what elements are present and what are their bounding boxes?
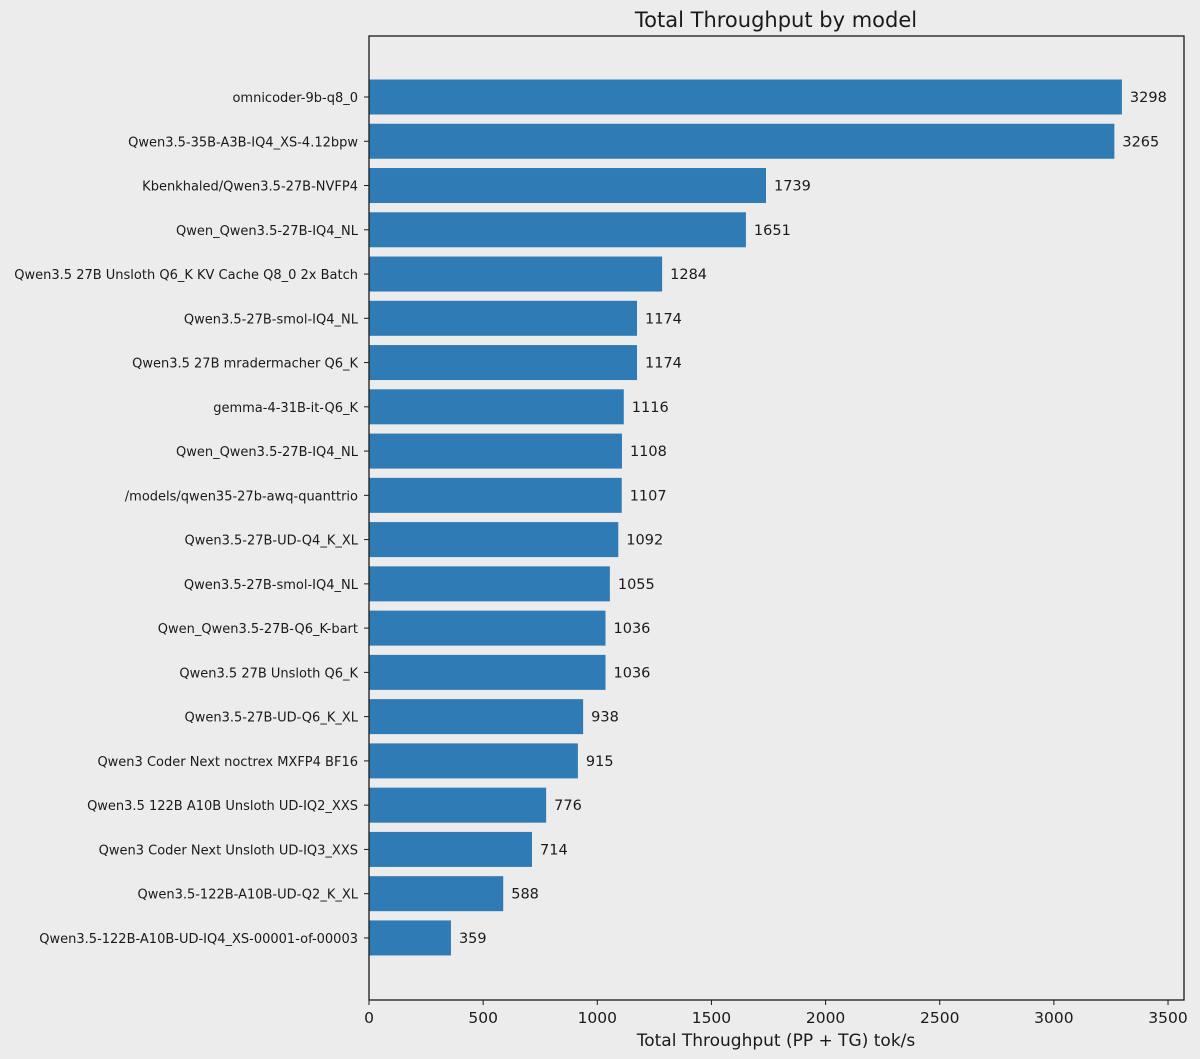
bar bbox=[369, 522, 619, 558]
data-label: 1651 bbox=[754, 223, 791, 239]
bars-group bbox=[369, 79, 1122, 956]
data-label: 3298 bbox=[1130, 90, 1167, 106]
y-tick-label: /models/qwen35-27b-awq-quanttrio bbox=[125, 489, 358, 504]
bar bbox=[369, 743, 578, 779]
data-label: 938 bbox=[591, 710, 619, 726]
y-tick-label: Qwen3.5 27B mradermacher Q6_K bbox=[132, 357, 358, 372]
x-tick-label: 500 bbox=[468, 1009, 498, 1027]
chart-title: Total Throughput by model bbox=[634, 8, 917, 32]
x-tick-label: 2500 bbox=[920, 1009, 959, 1027]
data-label: 1107 bbox=[630, 488, 667, 504]
x-axis-label: Total Throughput (PP + TG) tok/s bbox=[636, 1031, 916, 1051]
data-labels: 3298 3265 1739 1651 1284 1174 1174 1116 1108 1107… bbox=[459, 90, 1167, 947]
bar bbox=[369, 699, 584, 735]
bar bbox=[369, 123, 1115, 159]
bar bbox=[369, 654, 606, 690]
y-tick-label: Qwen3.5-122B-A10B-UD-Q2_K_XL bbox=[137, 888, 358, 903]
y-tick-label: Qwen_Qwen3.5-27B-Q6_K-bart bbox=[158, 622, 358, 637]
data-label: 588 bbox=[511, 887, 539, 903]
data-label: 1116 bbox=[632, 400, 669, 416]
y-tick-label: Qwen_Qwen3.5-27B-IQ4_NL bbox=[176, 224, 359, 239]
y-tick-labels: omnicoder-9b-q8_0 Qwen3.5-35B-A3B-IQ4_XS-… bbox=[14, 91, 369, 947]
y-tick-label: Qwen3.5 27B Unsloth Q6_K bbox=[179, 666, 358, 681]
data-label: 1174 bbox=[645, 311, 682, 327]
bar bbox=[369, 345, 638, 381]
bar bbox=[369, 610, 606, 646]
y-tick-label: gemma-4-31B-it-Q6_K bbox=[213, 401, 358, 416]
bar bbox=[369, 212, 746, 248]
x-tick-label: 0 bbox=[364, 1009, 374, 1027]
bar bbox=[369, 566, 610, 602]
x-tick-label: 2000 bbox=[806, 1009, 845, 1027]
bar bbox=[369, 300, 638, 336]
data-label: 1092 bbox=[626, 533, 663, 549]
y-tick-label: Qwen_Qwen3.5-27B-IQ4_NL bbox=[176, 445, 359, 460]
y-tick-label: Qwen3 Coder Next noctrex MXFP4 BF16 bbox=[97, 755, 358, 770]
y-tick-label: Kbenkhaled/Qwen3.5-27B-NVFP4 bbox=[142, 180, 358, 195]
y-tick-label: Qwen3.5-27B-smol-IQ4_NL bbox=[184, 312, 359, 327]
data-label: 1108 bbox=[630, 444, 667, 460]
bar bbox=[369, 79, 1122, 115]
bar bbox=[369, 920, 451, 956]
y-tick-label: Qwen3.5-27B-smol-IQ4_NL bbox=[184, 578, 359, 593]
data-label: 3265 bbox=[1122, 134, 1159, 150]
y-tick-label: Qwen3.5-122B-A10B-UD-IQ4_XS-00001-of-000… bbox=[39, 932, 358, 947]
x-tick-label: 3500 bbox=[1148, 1009, 1187, 1027]
y-tick-label: Qwen3.5-27B-UD-Q6_K_XL bbox=[185, 711, 359, 726]
y-tick-label: omnicoder-9b-q8_0 bbox=[232, 91, 358, 106]
x-tick-label: 3000 bbox=[1034, 1009, 1073, 1027]
plot-frame bbox=[368, 35, 1185, 1001]
y-tick-label: Qwen3 Coder Next Unsloth UD-IQ3_XXS bbox=[99, 843, 358, 858]
data-label: 776 bbox=[554, 798, 582, 814]
y-tick-label: Qwen3.5 122B A10B Unsloth UD-IQ2_XXS bbox=[87, 799, 358, 814]
bar bbox=[369, 168, 766, 204]
data-label: 1739 bbox=[774, 179, 811, 195]
x-tick-label: 1500 bbox=[692, 1009, 731, 1027]
y-tick-label: Qwen3.5-27B-UD-Q4_K_XL bbox=[185, 534, 359, 549]
bar bbox=[369, 433, 622, 469]
bar bbox=[369, 477, 622, 513]
bar bbox=[369, 389, 624, 425]
data-label: 915 bbox=[586, 754, 614, 770]
data-label: 1174 bbox=[645, 356, 682, 372]
y-tick-label: Qwen3.5 27B Unsloth Q6_K KV Cache Q8_0 2… bbox=[14, 268, 358, 283]
bar bbox=[369, 876, 504, 912]
data-label: 714 bbox=[540, 842, 568, 858]
x-tick-label: 1000 bbox=[578, 1009, 617, 1027]
bar bbox=[369, 787, 547, 823]
bar bbox=[369, 256, 663, 292]
data-label: 1055 bbox=[618, 577, 655, 593]
y-tick-label: Qwen3.5-35B-A3B-IQ4_XS-4.12bpw bbox=[128, 135, 358, 150]
bar bbox=[369, 831, 532, 867]
data-label: 359 bbox=[459, 931, 487, 947]
data-label: 1036 bbox=[614, 621, 651, 637]
data-label: 1284 bbox=[670, 267, 707, 283]
x-axis-ticks: 0 500 1000 1500 2000 2500 3000 3500 bbox=[364, 1000, 1188, 1027]
data-label: 1036 bbox=[614, 665, 651, 681]
